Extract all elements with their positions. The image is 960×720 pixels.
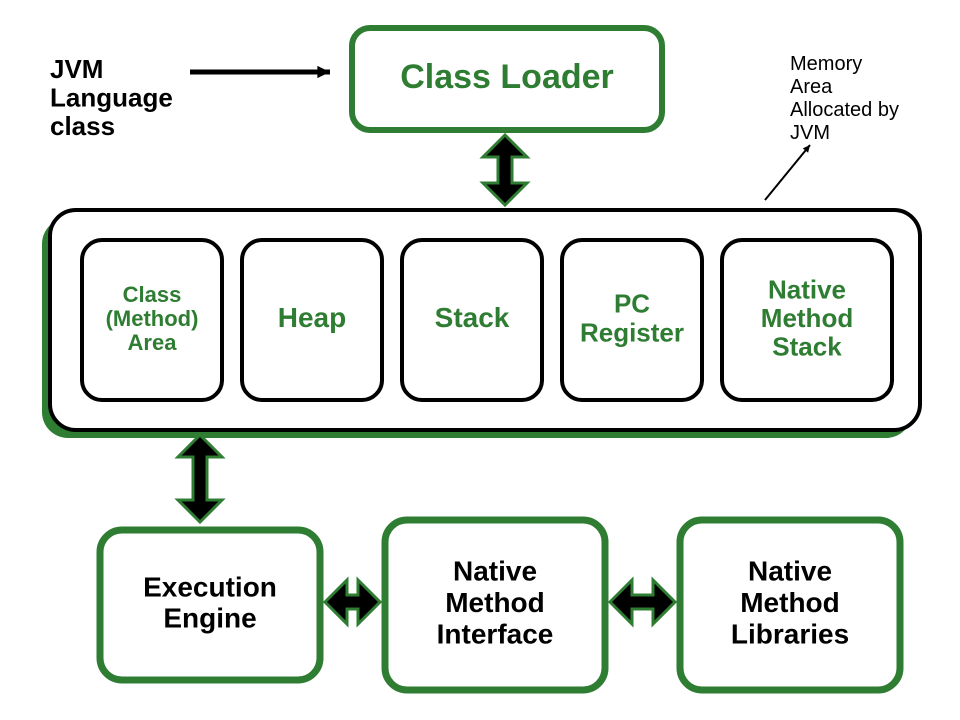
memory-item: NativeMethodStack [722, 240, 892, 400]
double-arrow-horizontal [610, 580, 675, 624]
nmi-box: NativeMethodInterface [385, 520, 605, 690]
arrow [190, 66, 330, 78]
double-arrow-horizontal [325, 580, 380, 624]
memory-item: Stack [402, 240, 542, 400]
exec-box: ExecutionEngine [100, 530, 320, 680]
svg-text:NativeMethodLibraries: NativeMethodLibraries [731, 556, 849, 650]
nml-box: NativeMethodLibraries [680, 520, 900, 690]
double-arrow-vertical [483, 135, 527, 205]
class-loader-box: Class Loader [352, 28, 662, 130]
arrow [765, 145, 810, 200]
svg-text:Stack: Stack [435, 302, 510, 333]
memory-note-label: MemoryAreaAllocated byJVM [790, 53, 899, 144]
double-arrow-vertical [178, 435, 222, 522]
svg-text:NativeMethodStack: NativeMethodStack [761, 274, 853, 361]
svg-text:Heap: Heap [278, 302, 346, 333]
svg-text:NativeMethodInterface: NativeMethodInterface [437, 556, 554, 650]
svg-text:Class Loader: Class Loader [400, 58, 614, 96]
memory-item: PCRegister [562, 240, 702, 400]
memory-item: Heap [242, 240, 382, 400]
source-label: JVMLanguageclass [50, 54, 173, 141]
memory-item: Class(Method)Area [82, 240, 222, 400]
memory-area-container: Class(Method)Area Heap Stack PCRegister Nati… [42, 210, 920, 438]
